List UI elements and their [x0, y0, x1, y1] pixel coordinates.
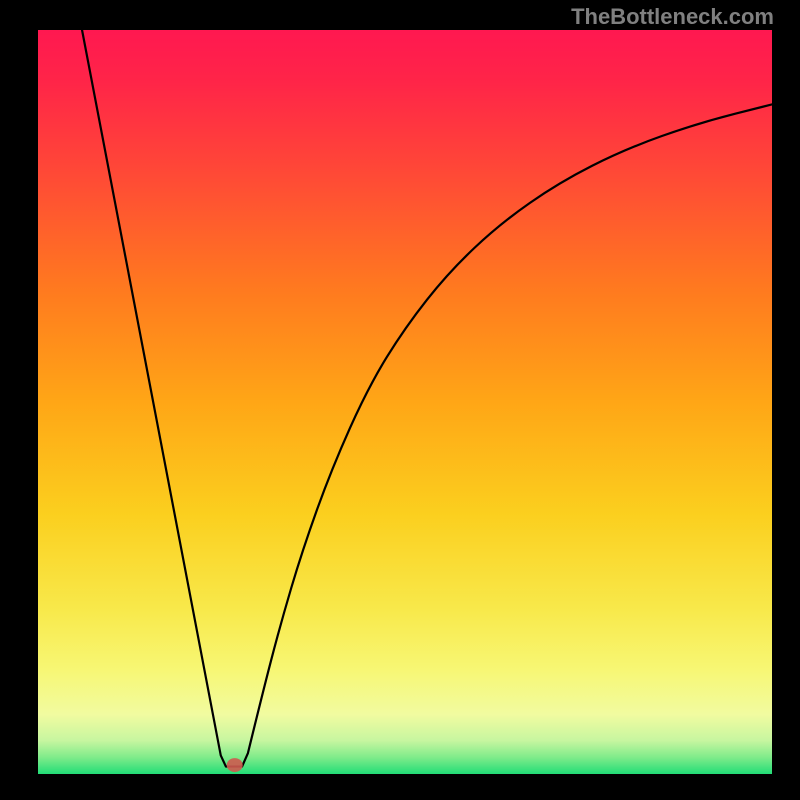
watermark-text: TheBottleneck.com: [571, 4, 774, 30]
chart-plot-area: [38, 30, 772, 774]
optimum-marker: [227, 758, 243, 772]
chart-svg: [38, 30, 772, 774]
chart-background: [38, 30, 772, 774]
